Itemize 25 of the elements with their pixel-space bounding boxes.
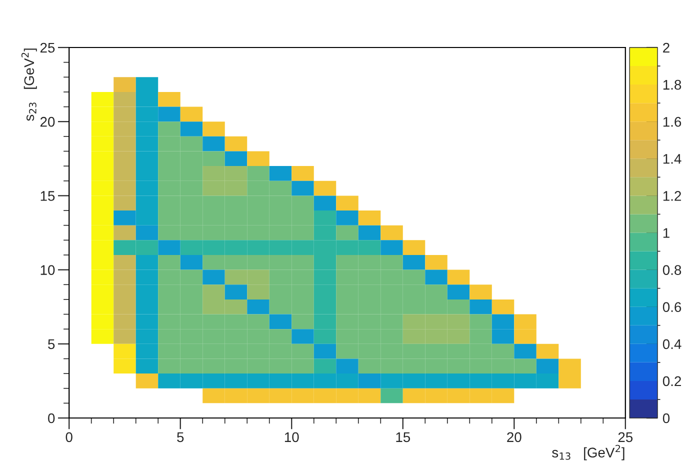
color-bar-label: 0.8 [662, 265, 682, 275]
y-tick-label: 0 [48, 413, 55, 424]
color-bar-label: 1.4 [663, 154, 682, 164]
color-bar-label: 1.8 [663, 80, 682, 90]
y-tick-label: 15 [40, 191, 55, 201]
color-bar-label: 0.4 [662, 339, 682, 350]
x-tick-label: 25 [618, 432, 633, 442]
color-bar-label: 0.6 [662, 302, 682, 312]
y-tick-label: 20 [40, 116, 55, 127]
x-tick-label: 15 [396, 432, 410, 442]
x-tick-label: 10 [284, 432, 299, 442]
text: s$_{13}$ [GeV$^{2}$] [552, 444, 624, 460]
text: s$_{23}$ [GeV$^{2}$] [21, 48, 37, 121]
y-tick-label: 5 [48, 339, 55, 350]
x-tick-label: 20 [507, 432, 522, 442]
y-tick-label: 25 [40, 42, 55, 53]
color-bar-label: 1 [663, 228, 670, 238]
color-bar-label: 0 [662, 413, 670, 424]
x-tick-label: 0 [66, 432, 72, 442]
x-tick-label: 5 [177, 432, 184, 442]
color-bar-label: 0.2 [662, 376, 681, 386]
y-tick-label: 10 [40, 265, 55, 275]
color-bar-label: 1.6 [663, 116, 682, 127]
color-bar-label: 1.2 [663, 191, 681, 201]
color-bar-label: 2 [663, 42, 670, 53]
